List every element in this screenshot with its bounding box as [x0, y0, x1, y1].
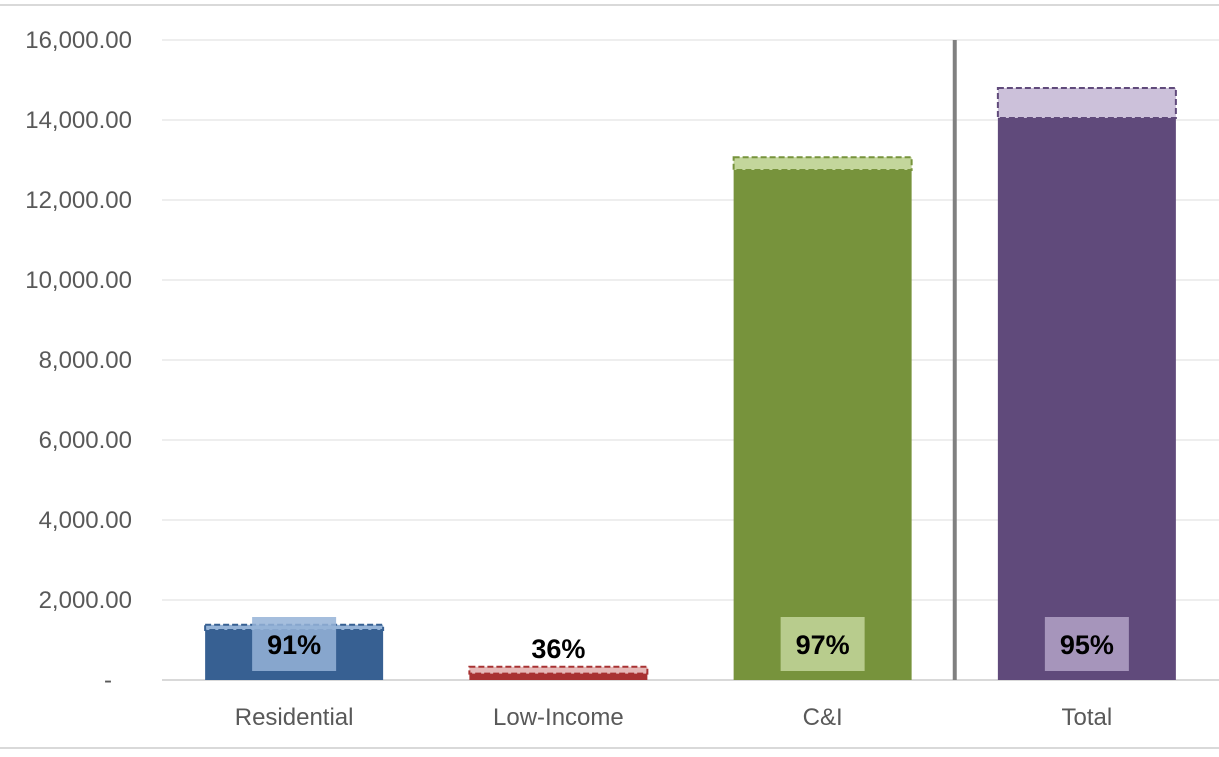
y-tick-label: 10,000.00 [25, 267, 132, 294]
x-category-label: Low-Income [493, 704, 624, 731]
bar [997, 118, 1176, 680]
bars: 91% 36% 97% 95% [204, 40, 1177, 680]
x-category-label: C&I [803, 704, 843, 731]
y-axis-tick-labels: - 2,000.00 4,000.00 6,000.00 8,000.00 10,000.… [25, 27, 132, 694]
target-bar-segment [468, 665, 649, 675]
data-label-box [252, 617, 337, 671]
y-tick-label: 14,000.00 [25, 107, 132, 134]
y-tick-label: 12,000.00 [25, 187, 132, 214]
y-tick-label: 6,000.00 [39, 427, 132, 454]
data-label: 36% [531, 634, 585, 664]
bar [469, 673, 648, 680]
x-category-label: Total [1062, 704, 1113, 731]
data-label-box [1044, 617, 1129, 671]
x-axis-category-labels: Residential Low-Income C&I Total [235, 704, 1112, 731]
target-bar-segment [732, 156, 913, 171]
data-label: 95% [1060, 630, 1114, 660]
y-tick-label: 4,000.00 [39, 507, 132, 534]
y-tick-label: 2,000.00 [39, 587, 132, 614]
y-tick-label: - [104, 667, 112, 694]
data-label: 97% [796, 630, 850, 660]
data-label: 91% [267, 630, 321, 660]
y-tick-label: 8,000.00 [39, 347, 132, 374]
target-bar-segment [996, 87, 1177, 119]
bar [733, 170, 912, 680]
x-category-label: Residential [235, 704, 354, 731]
y-tick-label: 16,000.00 [25, 27, 132, 54]
data-label-box [780, 617, 865, 671]
